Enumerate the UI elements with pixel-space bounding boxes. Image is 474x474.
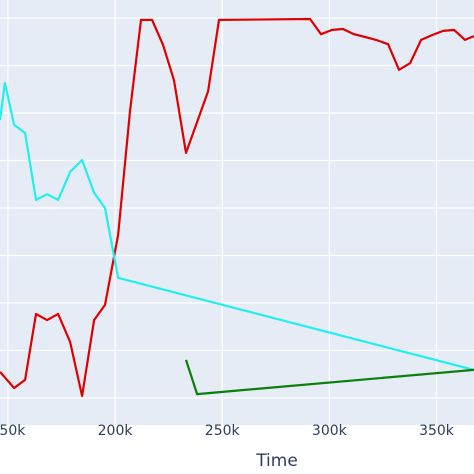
- x-tick-label: 250k: [205, 423, 241, 439]
- x-tick-label: 350k: [419, 423, 455, 439]
- x-tick-label: 150k: [0, 423, 26, 439]
- series-line: [184, 359, 474, 396]
- x-tick-label: 300k: [312, 423, 348, 439]
- series-line: [0, 17, 474, 398]
- x-axis-title: Time: [255, 451, 298, 471]
- grid: [0, 0, 474, 425]
- lines: [0, 17, 474, 398]
- series-line: [0, 82, 474, 371]
- plot-area: [0, 0, 474, 425]
- x-tick-label: 200k: [98, 423, 134, 439]
